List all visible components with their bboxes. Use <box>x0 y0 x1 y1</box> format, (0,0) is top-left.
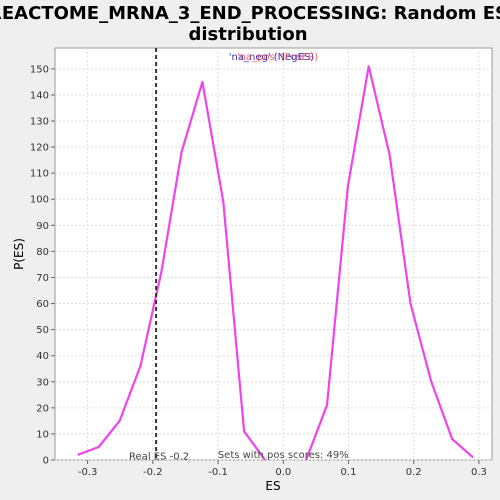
pos-scores-annotation: Sets with pos scores: 49% <box>218 450 349 461</box>
y-tick-label: 10 <box>36 429 49 440</box>
plot-area <box>54 47 493 461</box>
x-tick-label: 0.1 <box>341 467 357 478</box>
y-tick-label: 140 <box>30 90 49 101</box>
y-tick-label: 130 <box>30 117 49 128</box>
legend-entry-neg: 'na_neg' (NegES) <box>229 52 315 63</box>
y-tick-label: 90 <box>36 221 49 232</box>
series-line-na_pos <box>305 65 474 461</box>
y-tick-label: 80 <box>36 247 49 258</box>
y-tick-label: 150 <box>30 64 49 75</box>
series-line-na_neg <box>77 80 266 461</box>
y-tick-label: 60 <box>36 299 49 310</box>
y-tick-label: 40 <box>36 351 49 362</box>
x-tick-label: 0.3 <box>471 467 487 478</box>
y-tick-label: 70 <box>36 273 49 284</box>
legend-entry-pos: 'na_pos' (PosES) <box>237 52 318 63</box>
y-tick-label: 30 <box>36 377 49 388</box>
y-tick-label: 20 <box>36 403 49 414</box>
y-tick-label: 50 <box>36 325 49 336</box>
legend: 'na_neg' (NegES) 'na_pos' (PosES) <box>229 52 318 63</box>
x-tick-label: -0.2 <box>143 467 163 478</box>
axes: 0 10 20 30 40 50 60 70 80 90 100 110 120 130 140 150 -0.… <box>30 64 487 478</box>
x-tick-label: -0.3 <box>78 467 98 478</box>
y-tick-label: 120 <box>30 143 49 154</box>
chart-title-line1: REACTOME_MRNA_3_END_PROCESSING: Random E… <box>0 3 500 24</box>
series-lines <box>77 65 474 461</box>
grid-lines <box>55 48 492 461</box>
x-tick-label: 0.0 <box>275 467 291 478</box>
chart-title-line2: distribution <box>188 24 307 45</box>
real-es-label: Real ES -0.2 <box>129 452 189 463</box>
x-tick-label: 0.2 <box>406 467 422 478</box>
y-tick-label: 100 <box>30 195 49 206</box>
y-tick-label: 0 <box>43 456 49 467</box>
x-axis-label: ES <box>265 479 280 493</box>
y-tick-label: 110 <box>30 169 49 180</box>
x-tick-label: -0.1 <box>208 467 228 478</box>
y-axis-label: P(ES) <box>12 238 26 270</box>
